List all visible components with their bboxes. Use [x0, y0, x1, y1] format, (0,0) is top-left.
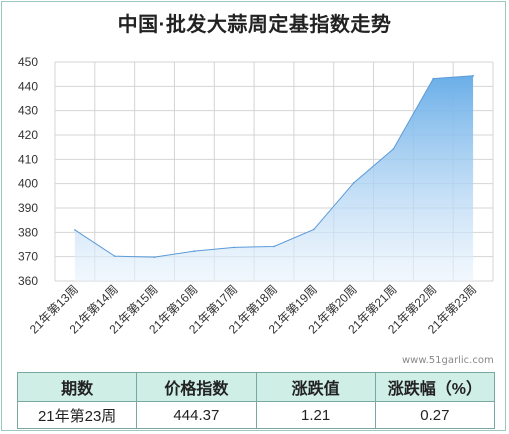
y-tick-label: 410: [18, 152, 38, 166]
x-axis-ticks: 21年第13周21年第14周21年第15周21年第16周21年第17周21年第1…: [27, 282, 479, 336]
header-change-value: 涨跌值: [255, 372, 376, 402]
y-tick-label: 370: [18, 250, 38, 264]
cell-period: 21年第23周: [16, 401, 138, 429]
data-point: [472, 74, 474, 77]
header-change-percent: 涨跌幅（%）: [374, 372, 496, 402]
y-tick-label: 430: [18, 104, 38, 118]
area-series: [74, 74, 474, 281]
y-tick-label: 390: [18, 201, 38, 215]
data-point: [273, 245, 275, 248]
watermark: www.51garlic.com: [402, 355, 494, 366]
y-axis-ticks: 360 370 380 390 400 410 420 430 440 450: [18, 55, 38, 288]
data-point: [392, 148, 395, 150]
cell-change-percent: 0.27: [374, 401, 496, 429]
header-price-index: 价格指数: [136, 372, 257, 402]
y-tick-label: 420: [18, 128, 38, 142]
data-point: [352, 182, 355, 184]
chart-title: 中国·批发大蒜周定基指数走势: [117, 14, 392, 36]
data-point: [313, 228, 315, 231]
y-tick-label: 360: [18, 274, 38, 288]
summary-table: 期数 价格指数 涨跌值 涨跌幅（%） 21年第23周 444.37 1.21 0…: [16, 372, 496, 429]
area-fill: [74, 75, 474, 281]
y-tick-label: 400: [18, 177, 38, 191]
cell-price-index: 444.37: [136, 401, 257, 429]
data-point: [153, 256, 156, 258]
data-point: [193, 250, 196, 252]
data-point: [113, 255, 116, 257]
table-header-row: 期数 价格指数 涨跌值 涨跌幅（%）: [16, 372, 496, 402]
y-tick-label: 380: [18, 225, 38, 239]
cell-change-value: 1.21: [255, 401, 376, 429]
header-period: 期数: [16, 372, 138, 402]
table-row: 21年第23周 444.37 1.21 0.27: [16, 401, 496, 429]
data-point: [432, 77, 435, 80]
data-point: [74, 229, 76, 231]
y-tick-label: 440: [18, 79, 38, 93]
y-tick-label: 450: [18, 55, 38, 69]
data-point: [233, 246, 235, 249]
